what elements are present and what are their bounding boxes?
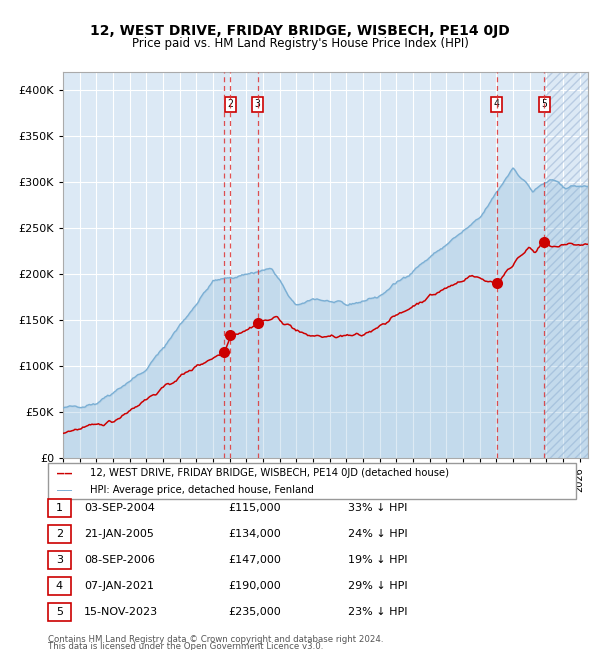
Text: This data is licensed under the Open Government Licence v3.0.: This data is licensed under the Open Gov… bbox=[48, 642, 323, 650]
Text: ——: —— bbox=[57, 484, 72, 497]
Text: 4: 4 bbox=[56, 581, 63, 592]
Text: 2: 2 bbox=[56, 529, 63, 539]
Text: 3: 3 bbox=[56, 555, 63, 566]
Text: £235,000: £235,000 bbox=[228, 607, 281, 618]
Text: 07-JAN-2021: 07-JAN-2021 bbox=[84, 581, 154, 592]
Text: 08-SEP-2006: 08-SEP-2006 bbox=[84, 555, 155, 566]
Text: 24% ↓ HPI: 24% ↓ HPI bbox=[348, 529, 407, 539]
Text: 12, WEST DRIVE, FRIDAY BRIDGE, WISBECH, PE14 0JD (detached house): 12, WEST DRIVE, FRIDAY BRIDGE, WISBECH, … bbox=[90, 469, 449, 478]
Text: £134,000: £134,000 bbox=[228, 529, 281, 539]
Text: 21-JAN-2005: 21-JAN-2005 bbox=[84, 529, 154, 539]
Text: 23% ↓ HPI: 23% ↓ HPI bbox=[348, 607, 407, 618]
Text: 2: 2 bbox=[227, 99, 233, 109]
Text: 19% ↓ HPI: 19% ↓ HPI bbox=[348, 555, 407, 566]
Text: £115,000: £115,000 bbox=[228, 503, 281, 514]
Text: 1: 1 bbox=[56, 503, 63, 514]
Text: 5: 5 bbox=[541, 99, 547, 109]
Text: 5: 5 bbox=[56, 607, 63, 618]
Text: ——: —— bbox=[57, 467, 72, 480]
Text: 3: 3 bbox=[254, 99, 260, 109]
Text: 15-NOV-2023: 15-NOV-2023 bbox=[84, 607, 158, 618]
Text: 03-SEP-2004: 03-SEP-2004 bbox=[84, 503, 155, 514]
Text: 29% ↓ HPI: 29% ↓ HPI bbox=[348, 581, 407, 592]
Text: 4: 4 bbox=[494, 99, 500, 109]
Text: Contains HM Land Registry data © Crown copyright and database right 2024.: Contains HM Land Registry data © Crown c… bbox=[48, 634, 383, 644]
Text: Price paid vs. HM Land Registry's House Price Index (HPI): Price paid vs. HM Land Registry's House … bbox=[131, 37, 469, 50]
Text: 33% ↓ HPI: 33% ↓ HPI bbox=[348, 503, 407, 514]
Text: £147,000: £147,000 bbox=[228, 555, 281, 566]
Text: £190,000: £190,000 bbox=[228, 581, 281, 592]
Text: HPI: Average price, detached house, Fenland: HPI: Average price, detached house, Fenl… bbox=[90, 486, 314, 495]
Text: 12, WEST DRIVE, FRIDAY BRIDGE, WISBECH, PE14 0JD: 12, WEST DRIVE, FRIDAY BRIDGE, WISBECH, … bbox=[90, 24, 510, 38]
